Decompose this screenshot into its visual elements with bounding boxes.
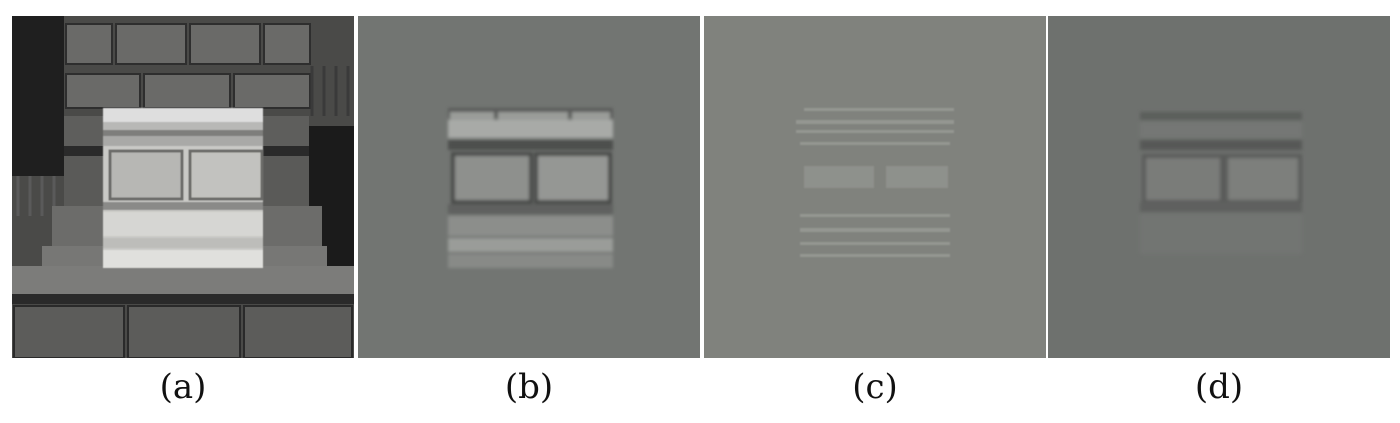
caption-d: (d)	[1194, 367, 1244, 407]
caption-c: (c)	[852, 367, 898, 407]
caption-a: (a)	[159, 367, 207, 407]
panel-b-image	[358, 16, 700, 358]
panel-a-image	[12, 16, 354, 358]
panel-c-image	[704, 16, 1046, 358]
panel-d-image	[1048, 16, 1390, 358]
caption-b: (b)	[504, 367, 554, 407]
